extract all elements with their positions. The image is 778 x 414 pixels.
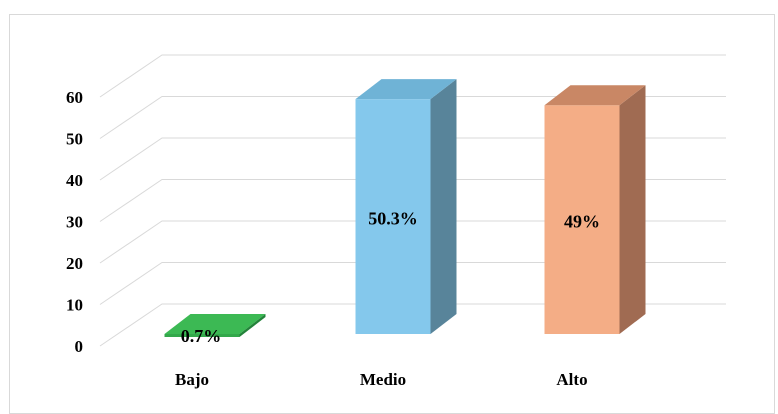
gridline-0: [99, 303, 726, 347]
bar-medio: [355, 79, 457, 335]
data-label-medio: 50.3%: [368, 209, 418, 229]
data-labels: 0.7% 50.3% 49%: [181, 209, 600, 346]
bar-side-alto: [619, 85, 646, 334]
bar-alto: [544, 85, 646, 334]
y-axis-ticks: 0 10 20 30 40 50 60: [66, 88, 83, 356]
gridlines: [99, 54, 726, 347]
gridline-40: [99, 137, 726, 181]
data-label-bajo: 0.7%: [181, 326, 222, 346]
bar-front-bajo: [164, 334, 240, 337]
bars: [164, 79, 646, 337]
x-category-alto: Alto: [556, 370, 587, 389]
data-label-alto: 49%: [564, 212, 600, 232]
y-tick-20: 20: [66, 254, 83, 273]
gridline-10: [99, 262, 726, 305]
y-tick-60: 60: [66, 88, 83, 107]
x-category-medio: Medio: [360, 370, 406, 389]
y-tick-50: 50: [66, 130, 83, 149]
bar-top-alto: [544, 85, 646, 106]
y-tick-40: 40: [66, 171, 83, 190]
bar-top-medio: [355, 79, 457, 100]
gridline-30: [99, 179, 726, 222]
gridline-20: [99, 220, 726, 264]
gridline-60: [99, 54, 726, 98]
bar-bajo: [164, 314, 266, 337]
y-tick-0: 0: [75, 337, 84, 356]
bar-front-medio: [355, 99, 431, 335]
gridline-50: [99, 96, 726, 139]
y-tick-30: 30: [66, 213, 83, 232]
x-category-bajo: Bajo: [175, 370, 209, 389]
x-axis-categories: Bajo Medio Alto: [175, 370, 588, 389]
bar-chart: 0 10 20 30 40 50 60 Bajo Medio Alto 0.7% 50.3% 49%: [66, 54, 726, 389]
y-tick-10: 10: [66, 296, 83, 315]
bar-top-bajo: [164, 314, 266, 334]
bar-side-bajo: [239, 314, 266, 337]
bar-front-alto: [544, 105, 620, 334]
bar-side-medio: [430, 79, 457, 335]
